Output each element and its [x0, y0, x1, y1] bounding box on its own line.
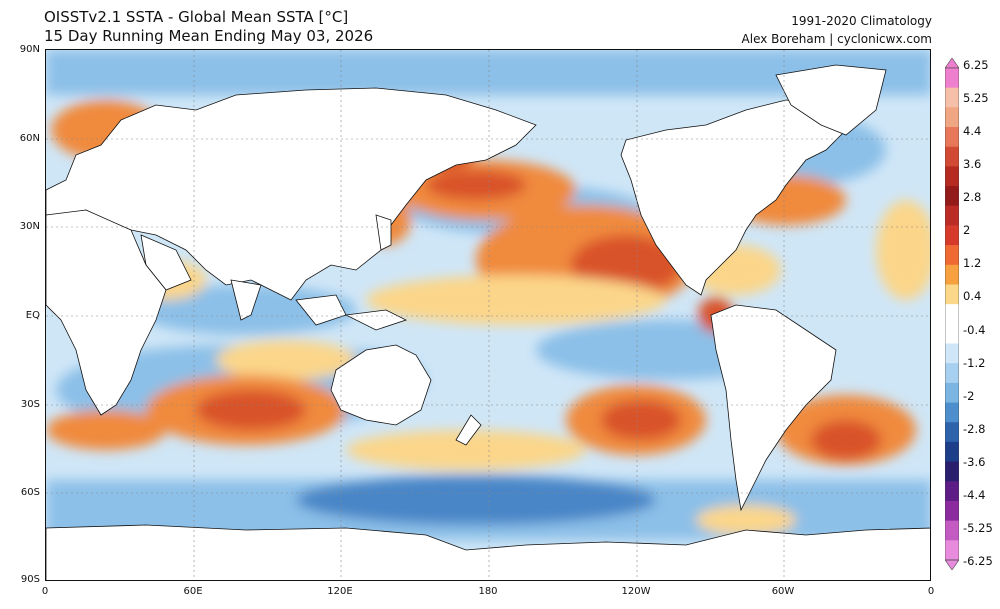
grid-lines — [46, 50, 930, 580]
land-newguinea — [344, 309, 408, 331]
colorbar-top-arrow — [945, 58, 959, 69]
title-line-2: 15 Day Running Mean Ending May 03, 2026 — [44, 27, 374, 45]
colorbar-segment — [945, 166, 959, 187]
colorbar-label: 5.25 — [963, 91, 989, 106]
colorbar-segment — [945, 441, 959, 463]
lat-label-eq: EQ — [25, 310, 40, 321]
credit-label: Alex Boreham | cyclonicwx.com — [741, 32, 932, 46]
colorbar-label: -6.25 — [963, 554, 993, 568]
colorbar-label: -2 — [963, 388, 975, 403]
colorbar-segment — [945, 107, 959, 128]
colorbar-segment — [945, 500, 959, 522]
land-masses — [46, 64, 930, 580]
colorbar-segment — [945, 186, 959, 207]
climatology-label: 1991-2020 Climatology — [791, 14, 932, 28]
colorbar-segment — [945, 402, 959, 423]
land-newzealand — [455, 414, 482, 446]
colorbar-segment — [945, 520, 959, 541]
colorbar-segment — [945, 304, 959, 325]
lat-label-60s: 60S — [20, 487, 40, 498]
land-arabia — [140, 234, 192, 291]
land-north-america — [620, 99, 847, 296]
colorbar-segment — [945, 245, 959, 266]
land-greenland — [775, 64, 887, 136]
lon-label-120w: 120W — [621, 586, 651, 597]
title-line-1: OISSTv2.1 SSTA - Global Mean SSTA [°C] — [44, 8, 349, 26]
land-india — [230, 279, 262, 321]
colorbar-segment — [945, 382, 959, 404]
colorbar-segment — [945, 343, 959, 364]
colorbar-segment — [945, 323, 959, 345]
land-japan — [375, 214, 392, 251]
colorbar-label: 2.8 — [963, 190, 982, 205]
land-south-america — [710, 304, 837, 512]
colorbar-segment — [945, 481, 959, 502]
colorbar-segment — [945, 284, 959, 305]
lon-label-60e: 60E — [183, 586, 203, 597]
colorbar-segment — [945, 363, 959, 384]
colorbar-segment — [945, 264, 959, 285]
colorbar-bottom-arrow — [945, 559, 959, 570]
colorbar-label: -4.4 — [963, 487, 986, 502]
map-svg — [46, 50, 930, 580]
colorbar-label: 1.2 — [963, 256, 982, 271]
lon-label-60w: 60W — [771, 586, 795, 597]
colorbar-label: 0.4 — [963, 289, 982, 304]
colorbar-label: -0.4 — [963, 322, 986, 337]
colorbar-label: -5.25 — [963, 520, 993, 535]
colorbar-label: 4.4 — [963, 124, 982, 139]
lon-label-0-east: 0 — [927, 586, 935, 597]
lat-label-90n: 90N — [19, 44, 40, 55]
colorbar-segment — [945, 127, 959, 148]
colorbar-label: 6.25 — [963, 58, 989, 72]
chart-credits: 1991-2020 Climatology Alex Boreham | cyc… — [742, 12, 932, 48]
land-antarctica — [46, 524, 930, 580]
colorbar-label: -1.2 — [963, 355, 986, 370]
lon-label-120e: 120E — [327, 586, 353, 597]
lat-label-30n: 30N — [19, 221, 40, 232]
colorbar-segment — [945, 540, 959, 561]
lon-label-180: 180 — [478, 586, 498, 597]
lat-label-30s: 30S — [20, 399, 40, 410]
colorbar-segment — [945, 461, 959, 482]
lon-label-0: 0 — [41, 586, 49, 597]
chart-title: OISSTv2.1 SSTA - Global Mean SSTA [°C] 1… — [44, 8, 373, 46]
colorbar — [945, 58, 959, 570]
lat-label-90s: 90S — [20, 574, 40, 585]
colorbar-label: -2.8 — [963, 421, 986, 436]
colorbar-label: 3.6 — [963, 157, 982, 172]
lat-label-60n: 60N — [19, 133, 40, 144]
sst-anomaly-map — [45, 49, 931, 581]
colorbar-segment — [945, 87, 959, 108]
colorbar-segment — [945, 146, 959, 167]
colorbar-segment — [945, 68, 959, 89]
colorbar-label: -3.6 — [963, 454, 986, 469]
land-eurasia — [46, 87, 537, 301]
colorbar-label: 2 — [963, 223, 971, 238]
land-africa — [46, 209, 167, 416]
colorbar-segment — [945, 205, 959, 226]
colorbar-segment — [945, 225, 959, 246]
colorbar-segment — [945, 422, 959, 443]
